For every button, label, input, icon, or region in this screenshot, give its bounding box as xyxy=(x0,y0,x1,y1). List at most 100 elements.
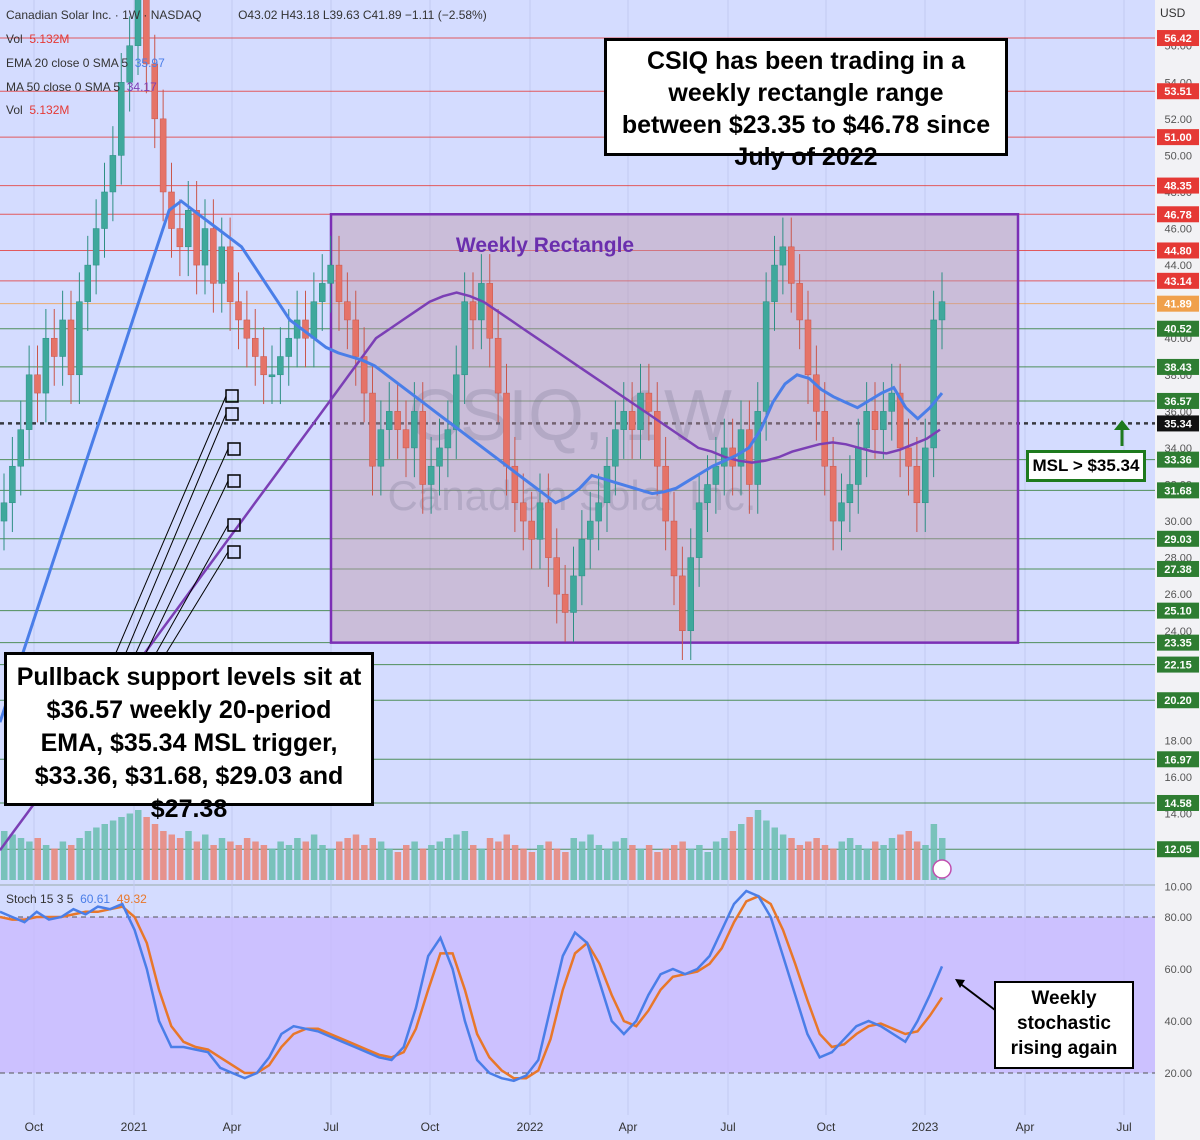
currency-label[interactable]: USD xyxy=(1160,6,1186,20)
volume-bar xyxy=(746,817,753,880)
candle-body xyxy=(846,484,854,504)
price-tick-label: 44.00 xyxy=(1164,260,1192,272)
volume-bar xyxy=(243,838,251,880)
candle-body xyxy=(34,374,41,394)
volume-bar xyxy=(821,845,829,880)
ma-legend: MA 50 close 0 SMA 5 34.17 xyxy=(6,80,157,94)
volume-bar xyxy=(553,848,561,880)
candle-body xyxy=(210,228,217,284)
price-tick-label: 10.00 xyxy=(1164,882,1192,894)
volume-bar xyxy=(939,838,946,880)
volume-bar xyxy=(486,838,494,880)
volume-bar xyxy=(285,845,293,880)
volume-bar xyxy=(352,834,360,880)
ema-label: EMA 20 close 0 SMA 5 xyxy=(6,56,129,70)
price-tick-label: 16.00 xyxy=(1164,772,1192,784)
volume-bar xyxy=(863,848,871,880)
candle-body xyxy=(796,283,803,321)
vol-legend: Vol 5.132M xyxy=(6,32,69,46)
x-tick-label: Apr xyxy=(1016,1120,1035,1134)
level-tag-label: 38.43 xyxy=(1164,362,1192,374)
ema-legend: EMA 20 close 0 SMA 5 35.97 xyxy=(6,56,165,70)
volume-bar xyxy=(704,852,711,880)
volume-bar xyxy=(143,817,150,880)
volume-bar xyxy=(151,824,159,880)
volume-bar xyxy=(528,852,536,880)
volume-bar xyxy=(327,848,335,880)
candle-body xyxy=(344,301,351,321)
candle-body xyxy=(176,228,184,248)
support-connector xyxy=(124,413,227,656)
level-tag-label: 33.36 xyxy=(1164,455,1192,467)
candle-body xyxy=(193,210,200,266)
volume-bar xyxy=(562,852,569,880)
volume-bar xyxy=(369,838,376,880)
candle-body xyxy=(101,191,108,229)
candle-body xyxy=(553,557,560,595)
volume-bar xyxy=(846,838,854,880)
pullback-callout-text: Pullback support levels sit at $36.57 we… xyxy=(16,663,362,823)
candle-body xyxy=(930,319,937,449)
stoch-tick-label: 40.00 xyxy=(1164,1016,1192,1028)
volume-bar xyxy=(26,841,33,880)
support-connector xyxy=(114,395,227,656)
vol2-value: 5.132M xyxy=(29,103,70,117)
volume-bar xyxy=(51,848,58,880)
candle-body xyxy=(880,411,887,430)
level-tag-label: 23.35 xyxy=(1164,638,1192,650)
level-tag-label: 25.10 xyxy=(1164,606,1192,618)
level-tag xyxy=(1157,451,1199,468)
volume-bar xyxy=(394,852,402,880)
volume-bar xyxy=(913,841,921,880)
volume-bar xyxy=(696,845,703,880)
volume-bar xyxy=(59,841,67,880)
x-tick-label: Oct xyxy=(421,1120,440,1134)
candle-body xyxy=(746,429,753,485)
candle-body xyxy=(285,337,292,357)
level-tag xyxy=(1157,129,1199,146)
level-tag xyxy=(1157,295,1199,312)
candle-body xyxy=(587,520,594,540)
ema20-line xyxy=(0,199,944,723)
candle-body xyxy=(310,301,318,339)
volume-bar xyxy=(436,841,443,880)
vol2-legend: Vol 5.132M xyxy=(6,103,69,117)
candle-body xyxy=(511,465,519,504)
level-tag xyxy=(1157,272,1199,289)
level-tag-label: 40.52 xyxy=(1164,324,1192,336)
stoch-tick-label: 20.00 xyxy=(1164,1068,1192,1080)
level-tag xyxy=(1157,602,1199,619)
stoch-callout-text: Weekly stochastic rising again xyxy=(1010,988,1118,1059)
level-tag-label: 44.80 xyxy=(1164,245,1192,257)
level-tag-label: 12.05 xyxy=(1164,844,1192,856)
volume-bar xyxy=(34,838,41,880)
candle-body xyxy=(737,429,745,467)
candle-body xyxy=(419,411,426,485)
volume-bar xyxy=(1,831,8,880)
volume-bar xyxy=(788,838,795,880)
level-tag xyxy=(1157,634,1199,651)
volume-bar xyxy=(712,841,720,880)
stoch-arrowhead xyxy=(955,979,965,988)
candle-body xyxy=(545,502,552,558)
volume-bar xyxy=(687,848,695,880)
volume-bar xyxy=(470,845,477,880)
volume-bar xyxy=(838,841,845,880)
price-tick-label: 52.00 xyxy=(1164,114,1192,126)
candle-body xyxy=(92,228,100,266)
candle-body xyxy=(695,502,703,558)
x-tick-label: 2023 xyxy=(912,1120,939,1134)
volume-bar xyxy=(779,834,787,880)
volume-bar xyxy=(294,838,301,880)
candle-body xyxy=(427,465,435,485)
volume-bar xyxy=(537,845,544,880)
stoch-band xyxy=(0,917,1155,1073)
volume-bar xyxy=(738,824,745,880)
candle-body xyxy=(520,502,527,522)
volume-bar xyxy=(68,845,75,880)
candle-body xyxy=(938,301,946,321)
price-tick-label: 50.00 xyxy=(1164,150,1192,162)
candle-body xyxy=(670,520,678,577)
